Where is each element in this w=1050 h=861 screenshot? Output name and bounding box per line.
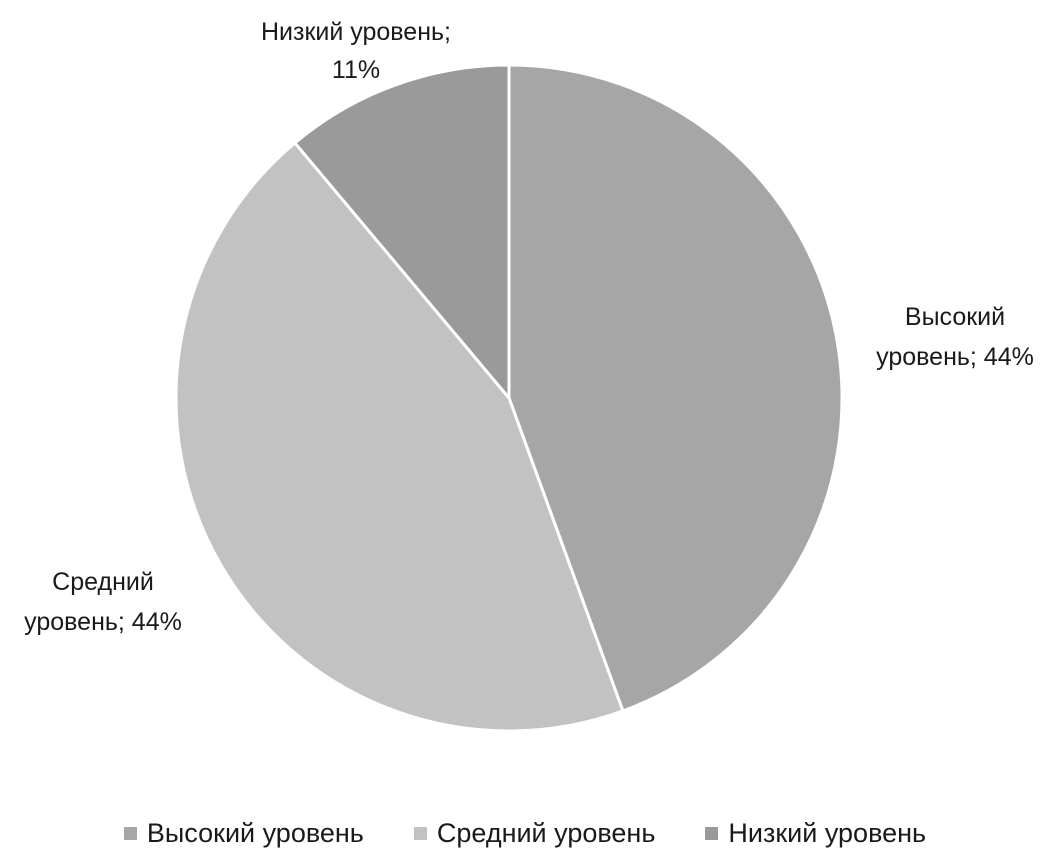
pie-slice-high <box>507 63 844 713</box>
legend-label-medium: Средний уровень <box>436 818 656 848</box>
legend-label-low: Низкий уровень <box>728 818 927 848</box>
data-label-medium-line: Средний <box>52 568 154 596</box>
pie-slice-medium <box>174 140 625 733</box>
pie-slice-low <box>292 63 511 403</box>
legend-swatch-medium <box>413 827 427 840</box>
pie-slices <box>174 63 844 733</box>
legend-item-low: Низкий уровень <box>705 818 926 849</box>
legend-item-medium: Средний уровень <box>413 818 656 849</box>
data-label-medium-line: уровень; 44% <box>24 608 182 636</box>
legend-item-high: Высокий уровень <box>123 818 364 849</box>
legend-label-high: Высокий уровень <box>146 818 364 848</box>
data-label-low: Низкий уровень; 11% <box>261 18 451 84</box>
data-label-high-line: уровень; 44% <box>876 343 1034 371</box>
legend: Высокий уровень Средний уровень Низкий у… <box>0 818 1050 849</box>
data-label-low-line: Низкий уровень; <box>261 18 451 46</box>
legend-swatch-high <box>123 827 137 840</box>
data-label-low-line: 11% <box>332 56 380 84</box>
data-label-medium: Средний уровень; 44% <box>24 568 182 636</box>
data-label-high-line: Высокий <box>905 303 1005 331</box>
legend-swatch-low <box>705 827 719 840</box>
data-label-high: Высокий уровень; 44% <box>876 303 1034 371</box>
data-labels: Высокий уровень; 44% Средний уровень; 44% Ни… <box>24 18 1034 636</box>
